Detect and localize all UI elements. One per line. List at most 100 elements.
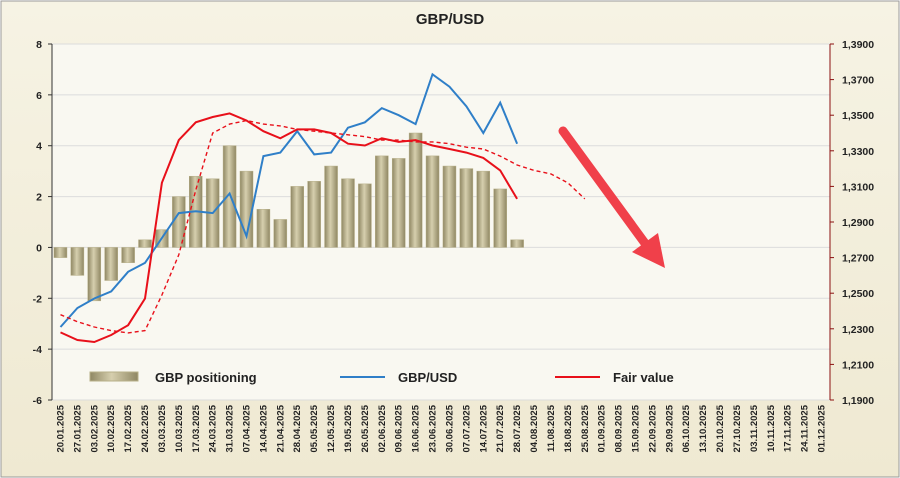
x-tick-label: 24.11.2025 — [800, 404, 811, 452]
x-tick-label: 03.11.2025 — [749, 404, 760, 452]
x-tick-label: 28.07.2025 — [512, 404, 523, 452]
x-tick-label: 10.11.2025 — [766, 404, 777, 452]
bar — [87, 247, 102, 302]
x-tick-label: 07.07.2025 — [461, 404, 472, 452]
y2-tick-label: 1,3900 — [842, 39, 874, 51]
bar — [307, 181, 321, 248]
legend-swatch — [89, 371, 139, 382]
x-tick-label: 30.06.2025 — [444, 404, 455, 452]
bar — [172, 196, 186, 248]
y2-tick-label: 1,2300 — [842, 324, 874, 336]
y2-tick-label: 1,2700 — [842, 253, 874, 265]
bar — [510, 239, 524, 248]
x-tick-label: 18.08.2025 — [563, 404, 574, 452]
x-tick-label: 31.03.2025 — [225, 404, 236, 452]
x-tick-label: 12.05.2025 — [326, 404, 337, 452]
x-tick-label: 17.02.2025 — [123, 404, 134, 452]
x-tick-label: 19.05.2025 — [343, 404, 354, 452]
bar — [408, 132, 423, 248]
y-tick-label: -2 — [33, 293, 42, 305]
x-tick-label: 02.06.2025 — [377, 404, 388, 452]
legend-label: GBP/USD — [398, 370, 457, 385]
y2-tick-label: 1,2500 — [842, 288, 874, 300]
bar — [391, 158, 406, 248]
x-tick-label: 20.10.2025 — [715, 404, 726, 452]
legend-label: GBP positioning — [155, 370, 257, 385]
x-tick-label: 14.07.2025 — [478, 404, 489, 452]
bar — [70, 247, 85, 276]
x-tick-label: 01.12.2025 — [817, 404, 828, 452]
x-tick-label: 14.04.2025 — [258, 404, 269, 452]
x-tick-label: 03.03.2025 — [157, 404, 168, 452]
bar — [290, 186, 304, 248]
x-tick-label: 13.10.2025 — [698, 404, 709, 452]
y-tick-label: 0 — [36, 242, 42, 254]
x-tick-label: 21.04.2025 — [275, 404, 286, 452]
x-tick-label: 27.10.2025 — [732, 404, 743, 452]
bar — [256, 209, 271, 248]
x-tick-label: 24.03.2025 — [208, 404, 219, 452]
x-tick-label: 03.02.2025 — [89, 404, 100, 452]
x-tick-label: 16.06.2025 — [411, 404, 422, 452]
x-tick-label: 06.10.2025 — [681, 404, 692, 452]
y-tick-label: 2 — [36, 192, 42, 204]
y2-tick-label: 1,3300 — [842, 146, 874, 158]
bar — [476, 170, 491, 248]
line — [60, 112, 518, 344]
x-tick-label: 11.08.2025 — [546, 404, 557, 452]
bar — [104, 247, 118, 281]
bar — [442, 165, 457, 248]
line — [60, 119, 586, 334]
y2-tick-label: 1,3100 — [842, 181, 874, 193]
bar — [273, 219, 288, 248]
x-tick-label: 27.01.2025 — [72, 404, 83, 452]
x-tick-label: 01.09.2025 — [597, 404, 608, 452]
legend-label: Fair value — [613, 370, 674, 385]
x-tick-label: 04.08.2025 — [529, 404, 540, 452]
x-tick-label: 29.09.2025 — [664, 404, 675, 452]
y2-tick-label: 1,1900 — [842, 395, 874, 407]
bar — [53, 247, 68, 258]
bar — [138, 239, 152, 248]
x-tick-label: 20.01.2025 — [55, 404, 66, 452]
x-tick-label: 10.03.2025 — [174, 404, 185, 452]
y-tick-label: 8 — [36, 39, 42, 51]
x-tick-label: 09.06.2025 — [394, 404, 405, 452]
bar — [324, 165, 338, 248]
y-tick-label: -6 — [33, 395, 42, 407]
x-tick-label: 21.07.2025 — [495, 404, 506, 452]
x-tick-label: 17.03.2025 — [191, 404, 202, 452]
x-tick-label: 24.02.2025 — [140, 404, 151, 452]
x-tick-label: 23.06.2025 — [428, 404, 439, 452]
bar — [341, 178, 355, 248]
y-tick-label: -4 — [33, 344, 42, 356]
bar — [222, 145, 237, 248]
y2-tick-label: 1,3700 — [842, 75, 874, 87]
y2-tick-label: 1,2100 — [842, 359, 874, 371]
x-tick-label: 05.05.2025 — [309, 404, 320, 452]
x-tick-label: 07.04.2025 — [242, 404, 253, 452]
trend-arrow — [558, 126, 665, 268]
bar — [358, 183, 372, 248]
x-tick-label: 08.09.2025 — [614, 404, 625, 452]
y2-tick-label: 1,3500 — [842, 110, 874, 122]
y-tick-label: 6 — [36, 90, 42, 102]
x-tick-label: 28.04.2025 — [292, 404, 303, 452]
x-tick-label: 26.05.2025 — [360, 404, 371, 452]
bar — [493, 188, 507, 248]
x-tick-label: 15.09.2025 — [631, 404, 642, 452]
plot-area — [52, 44, 830, 400]
x-tick-label: 25.08.2025 — [580, 404, 591, 452]
chart-title: GBP/USD — [416, 11, 485, 28]
bar — [459, 168, 474, 248]
x-tick-label: 22.09.2025 — [647, 404, 658, 452]
bar — [375, 155, 389, 248]
x-tick-label: 17.11.2025 — [783, 404, 794, 452]
line — [59, 72, 519, 328]
y2-tick-label: 1,2900 — [842, 217, 874, 229]
y-tick-label: 4 — [36, 141, 42, 153]
x-tick-label: 10.02.2025 — [106, 404, 117, 452]
bar — [425, 155, 440, 248]
